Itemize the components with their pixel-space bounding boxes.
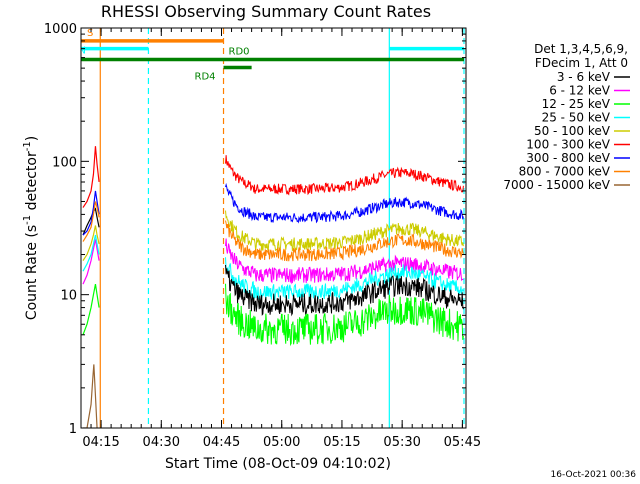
y-tick-label: 100 xyxy=(52,155,77,170)
series-line xyxy=(82,146,100,208)
y-tick-label: 1 xyxy=(69,422,77,437)
axes-layer: 1 10 100 1000 04:15 04:30 04:45 05:00 05:15 05:30… xyxy=(44,22,481,450)
legend-entry-label: 6 - 12 keV xyxy=(549,84,611,98)
x-tick-label: 05:30 xyxy=(383,435,420,450)
x-axis-label: Start Time (08-Oct-09 04:10:02) xyxy=(165,456,391,472)
series-trace xyxy=(225,182,464,224)
series-trace xyxy=(225,155,464,196)
series-trace xyxy=(225,210,464,253)
date-stamp: 16-Oct-2021 00:36 xyxy=(551,470,637,480)
y-axis-label-main: Count Rate (s xyxy=(24,225,40,320)
x-tick-label: 05:00 xyxy=(263,435,300,450)
x-tick-label: 04:30 xyxy=(143,435,180,450)
legend: Det 1,3,4,5,6,9, FDecim 1, Att 0 3 - 6 k… xyxy=(503,42,630,192)
legend-entry-label: 100 - 300 keV xyxy=(526,138,610,152)
state-bar-label: N xyxy=(78,46,85,57)
y-axis-label-mid: detector xyxy=(24,151,40,215)
chart-title: RHESSI Observing Summary Count Rates xyxy=(101,2,431,21)
series-trace xyxy=(225,238,464,285)
x-tick-label: 05:15 xyxy=(323,435,360,450)
state-bar-label: RD4 xyxy=(195,72,216,83)
x-tick-label: 04:15 xyxy=(82,435,119,450)
legend-entry-label: 12 - 25 keV xyxy=(542,97,611,111)
legend-entry-label: 800 - 7000 keV xyxy=(519,165,611,179)
plot-frame xyxy=(80,27,467,429)
series-line xyxy=(82,239,100,285)
series-line xyxy=(83,364,98,428)
y-axis-label-end: ) xyxy=(24,136,40,141)
legend-entry-label: 300 - 800 keV xyxy=(526,151,610,165)
x-tick-label: 04:45 xyxy=(203,435,240,450)
series-trace xyxy=(225,220,464,262)
legend-entry-label: 50 - 100 keV xyxy=(534,124,611,138)
legend-header-line-1: Det 1,3,4,5,6,9, xyxy=(534,42,628,56)
series-line xyxy=(82,234,100,272)
series-trace xyxy=(225,257,464,302)
legend-entry-label: 3 - 6 keV xyxy=(557,70,611,84)
series-line xyxy=(82,225,100,261)
y-axis-label: Count Rate (s-1 detector-1) xyxy=(22,136,40,320)
legend-entry-label: 25 - 50 keV xyxy=(542,111,611,125)
state-bar-label: S xyxy=(87,28,93,39)
series-trace xyxy=(225,264,464,317)
marks-layer: SN RD0 RD4 xyxy=(78,28,465,428)
y-axis-label-sup1: -1 xyxy=(22,215,33,225)
legend-entry-label: 7000 - 15000 keV xyxy=(503,178,610,192)
legend-header-line-2: FDecim 1, Att 0 xyxy=(535,56,628,70)
series-line xyxy=(82,190,100,236)
series-line xyxy=(82,201,100,242)
y-axis-label-sup2: -1 xyxy=(22,141,33,151)
y-tick-label: 1000 xyxy=(44,22,77,37)
y-tick-label: 10 xyxy=(60,289,77,304)
series-line xyxy=(82,283,100,336)
x-tick-label: 05:45 xyxy=(444,435,481,450)
series-trace xyxy=(225,283,464,347)
state-bar-label: RD0 xyxy=(229,47,250,58)
